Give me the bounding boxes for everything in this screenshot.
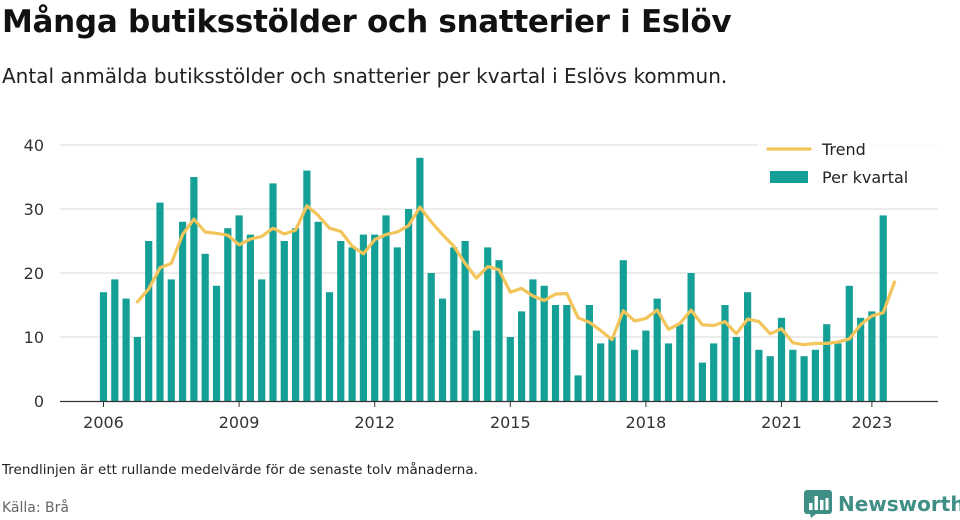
bar <box>348 247 356 401</box>
bar <box>744 292 752 401</box>
legend-label-trend: Trend <box>821 140 866 159</box>
y-tick-label: 0 <box>34 392 44 411</box>
bar <box>642 330 650 401</box>
bar <box>518 311 526 401</box>
bar <box>235 215 243 401</box>
x-tick-label: 2018 <box>626 413 667 432</box>
bar <box>506 337 514 401</box>
bar-series <box>99 157 887 401</box>
bar <box>766 356 774 401</box>
bar <box>269 183 277 401</box>
bar <box>145 241 153 401</box>
bar <box>540 285 548 401</box>
bar <box>337 241 345 401</box>
bar <box>416 157 424 401</box>
bar <box>574 375 582 401</box>
bar <box>179 221 187 401</box>
bar <box>472 330 480 401</box>
bar <box>111 279 119 401</box>
bar <box>246 234 254 401</box>
bar <box>224 228 232 401</box>
bar <box>585 305 593 401</box>
chart-title: Många butiksstölder och snatterier i Esl… <box>2 4 732 40</box>
legend: Trend Per kvartal <box>758 133 938 191</box>
bar <box>99 292 108 401</box>
bar <box>405 209 413 401</box>
bar <box>777 317 786 401</box>
bar <box>258 279 266 401</box>
x-tick-label: 2015 <box>490 413 531 432</box>
y-tick-label: 20 <box>24 264 44 283</box>
chart-subtitle: Antal anmälda butiksstölder och snatteri… <box>2 64 728 88</box>
bar <box>280 241 288 401</box>
bar <box>631 349 639 401</box>
bar <box>789 349 797 401</box>
bar <box>325 292 334 401</box>
bar <box>484 247 492 401</box>
y-tick-label: 10 <box>24 328 44 347</box>
y-tick-label: 30 <box>24 200 44 219</box>
bar <box>371 234 379 401</box>
bar <box>133 337 141 401</box>
legend-label-bars: Per kvartal <box>822 168 908 187</box>
bar <box>811 349 819 401</box>
x-tick-label: 2023 <box>852 413 893 432</box>
bar <box>314 221 322 401</box>
y-tick-label: 40 <box>24 136 44 155</box>
bar <box>755 349 763 401</box>
legend-bar-swatch <box>770 171 808 183</box>
bar <box>687 273 695 401</box>
bar <box>393 247 401 401</box>
bar <box>122 298 130 401</box>
chart: 0 10 20 30 40 2006 2009 2012 2015 2018 2021 2023 T… <box>24 133 938 432</box>
footnote: Trendlinjen är ett rullande medelvärde f… <box>2 462 478 478</box>
bar <box>292 228 300 401</box>
brand-logo: Newsworthy <box>804 489 960 519</box>
bar <box>845 285 853 401</box>
x-tick-label: 2006 <box>83 413 124 432</box>
trend-line <box>135 204 897 347</box>
bar <box>619 260 627 401</box>
bar <box>461 241 469 401</box>
x-tick-label: 2009 <box>219 413 260 432</box>
bar <box>167 279 175 401</box>
bar <box>529 279 537 401</box>
brand-name: Newsworthy <box>838 492 960 516</box>
bar <box>834 343 842 401</box>
bar <box>800 356 808 401</box>
bar <box>438 298 447 401</box>
bar <box>495 260 503 401</box>
bar <box>597 343 605 401</box>
source-label: Källa: Brå <box>2 500 69 516</box>
bar <box>857 317 865 401</box>
bar <box>359 234 367 401</box>
bar <box>551 305 560 401</box>
bar <box>721 305 729 401</box>
bar <box>868 311 876 401</box>
bar <box>190 177 198 401</box>
bar <box>156 202 164 401</box>
bar <box>710 343 718 401</box>
x-axis-labels: 2006 2009 2012 2015 2018 2021 2023 <box>83 401 892 432</box>
bar <box>563 305 571 401</box>
x-tick-label: 2012 <box>354 413 395 432</box>
bar <box>676 324 684 401</box>
bar <box>732 337 740 401</box>
x-tick-label: 2021 <box>761 413 802 432</box>
bar <box>427 273 435 401</box>
bar <box>823 324 831 401</box>
bar <box>698 362 706 401</box>
bar <box>653 298 661 401</box>
bar <box>201 253 209 401</box>
bar-chart-icon <box>804 490 832 518</box>
bar <box>664 343 673 401</box>
bar <box>450 247 458 401</box>
bar <box>212 285 221 401</box>
bar <box>608 337 616 401</box>
bar <box>303 170 311 401</box>
bar <box>382 215 390 401</box>
y-axis-labels: 0 10 20 30 40 <box>24 136 44 411</box>
